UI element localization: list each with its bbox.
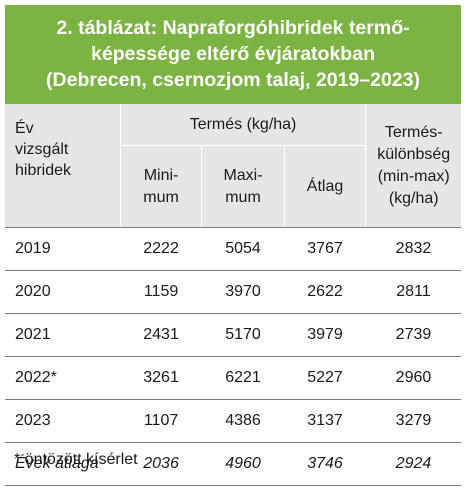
cell-diff: 3279 — [365, 399, 461, 443]
footnote: * öntözött kísérlet — [14, 451, 138, 468]
cell-diff: 2811 — [365, 270, 461, 314]
header-min-line-1: Mini- — [143, 166, 179, 184]
header-max-line-1: Maxi- — [223, 166, 263, 184]
header-year-line-3: hibridek — [15, 162, 72, 179]
cell-year: 2021 — [5, 313, 121, 357]
header-min-line-2: mum — [143, 188, 179, 206]
average-row: Évek átlaga 2036 4960 3746 2924 — [5, 442, 461, 486]
cell-avg: 2622 — [284, 270, 366, 314]
cell-avg-min: 2036 — [120, 442, 202, 486]
header-diff: Termés- különbség (min-max) (kg/ha) — [365, 104, 461, 228]
cell-diff: 2832 — [365, 227, 461, 271]
table-row: 2022* 3261 6221 5227 2960 — [5, 356, 461, 400]
cell-avg-diff: 2924 — [365, 442, 461, 486]
cell-avg: 5227 — [284, 356, 366, 400]
cell-min: 1107 — [120, 399, 202, 443]
cell-year: 2023 — [5, 399, 121, 443]
title-line-2: képessége eltérő évjáratokban — [91, 43, 375, 65]
header-diff-line-4: (kg/ha) — [388, 189, 439, 207]
header-avg: Átlag — [283, 145, 366, 228]
header-diff-line-2: különbség — [377, 145, 451, 163]
cell-min: 1159 — [120, 270, 202, 314]
cell-min: 2431 — [120, 313, 202, 357]
cell-year: 2020 — [5, 270, 121, 314]
header-min: Mini- mum — [119, 145, 202, 228]
cell-year: 2019 — [5, 227, 121, 271]
table-title: 2. táblázat: Napraforgóhibridek termő- k… — [5, 5, 461, 104]
cell-max: 5054 — [201, 227, 285, 271]
title-line-3: (Debrecen, csernozjom talaj, 2019–2023) — [46, 69, 420, 91]
cell-average-label: Évek átlaga — [5, 442, 121, 486]
cell-min: 2222 — [120, 227, 202, 271]
header-year-line-2: vizsgált — [15, 141, 69, 158]
header-year: Év vizsgált hibridek — [5, 104, 121, 228]
cell-max: 6221 — [201, 356, 285, 400]
cell-diff: 2739 — [365, 313, 461, 357]
cell-avg-avg: 3746 — [284, 442, 366, 486]
cell-max: 5170 — [201, 313, 285, 357]
table-row: 2019 2222 5054 3767 2832 — [5, 227, 461, 271]
table-row: 2021 2431 5170 3979 2739 — [5, 313, 461, 357]
cell-avg: 3979 — [284, 313, 366, 357]
cell-year: 2022* — [5, 356, 121, 400]
header-diff-line-3: (min-max) — [377, 167, 450, 185]
header-max-line-2: mum — [225, 188, 261, 206]
table-row: 2020 1159 3970 2622 2811 — [5, 270, 461, 314]
cell-avg: 3137 — [284, 399, 366, 443]
table-row: 2023 1107 4386 3137 3279 — [5, 399, 461, 443]
cell-min: 3261 — [120, 356, 202, 400]
header-year-line-1: Év — [15, 120, 34, 137]
header-diff-line-1: Termés- — [384, 123, 443, 141]
cell-avg: 3767 — [284, 227, 366, 271]
cell-max: 3970 — [201, 270, 285, 314]
cell-max: 4386 — [201, 399, 285, 443]
title-line-1: 2. táblázat: Napraforgóhibridek termő- — [56, 17, 410, 39]
header-max: Maxi- mum — [201, 145, 285, 228]
cell-diff: 2960 — [365, 356, 461, 400]
cell-avg-max: 4960 — [201, 442, 285, 486]
header-yield-group: Termés (kg/ha) — [119, 104, 366, 146]
yield-table: Év vizsgált hibridek Termés (kg/ha) Term… — [5, 104, 461, 486]
